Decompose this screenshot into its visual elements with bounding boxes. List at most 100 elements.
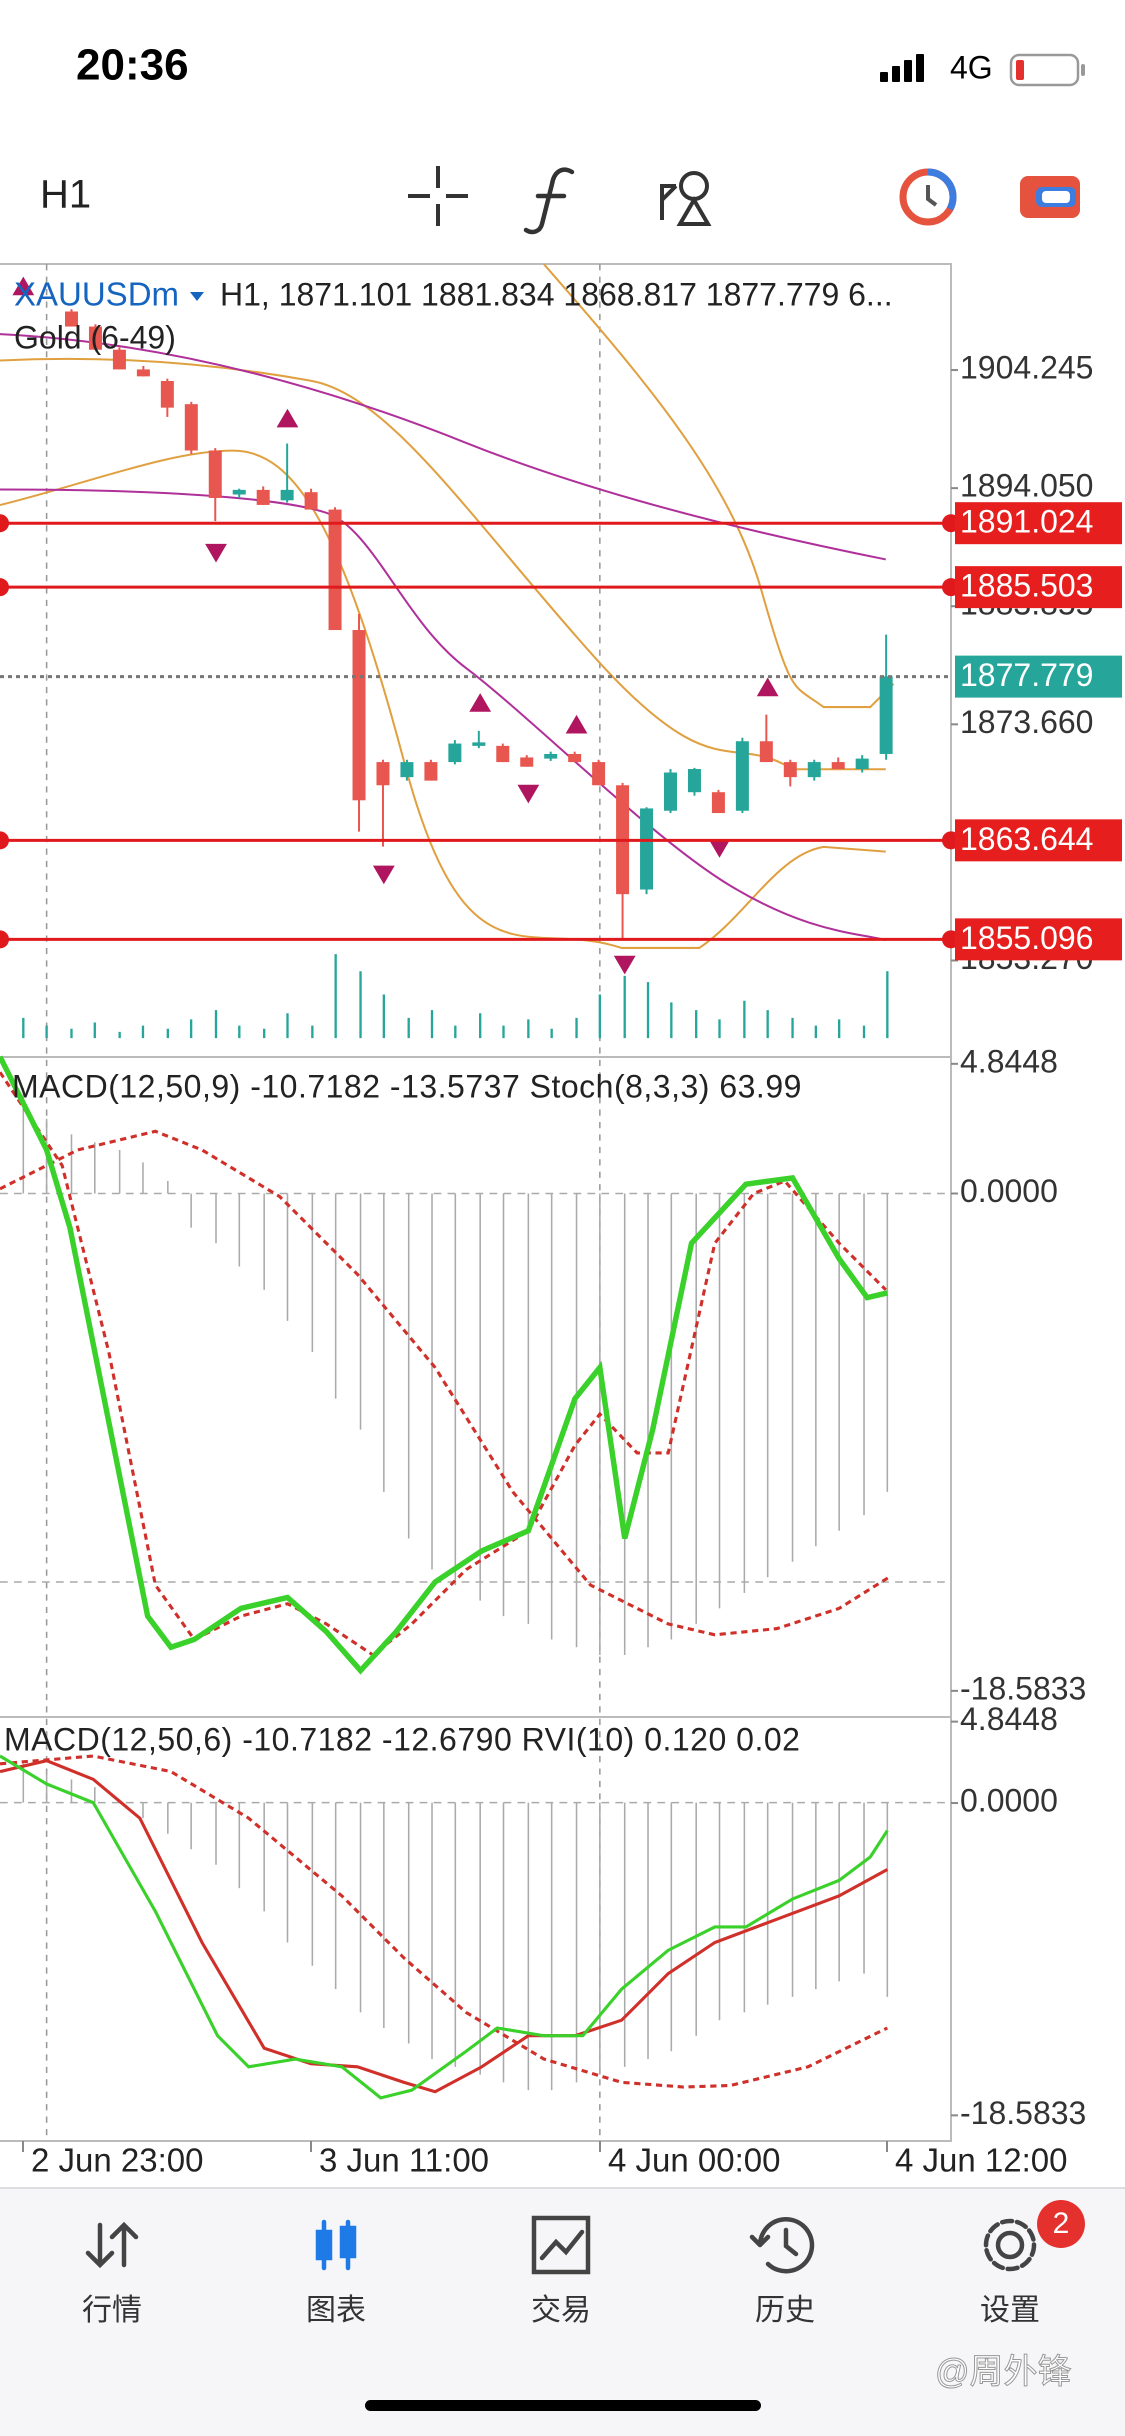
indicator-1-label: MACD(12,50,9) -10.7182 -13.5737 Stoch(8,… xyxy=(12,1068,802,1104)
ohlc-info: H1, 1871.101 1881.834 1868.817 1877.779 … xyxy=(220,276,893,312)
candle-body xyxy=(711,792,725,814)
candle-body xyxy=(783,762,797,778)
signal-line-2 xyxy=(0,1754,889,2089)
indicator-tick-label: 4.8448 xyxy=(960,1043,1058,1079)
tab-label[interactable]: 图表 xyxy=(306,2294,366,2327)
timeframe-button[interactable]: H1 xyxy=(40,173,91,217)
current-price-box xyxy=(955,655,1122,698)
candle-body xyxy=(640,808,654,890)
level-box xyxy=(955,566,1122,609)
indicator-tick-label: -18.5833 xyxy=(960,1670,1086,1706)
level-label: 1885.503 xyxy=(960,568,1093,604)
candle-body xyxy=(735,741,749,811)
tab-label[interactable]: 设置 xyxy=(980,2294,1040,2327)
candles xyxy=(65,309,893,941)
account-button[interactable] xyxy=(1020,176,1080,218)
candle-body xyxy=(855,758,869,770)
indicator-label: Gold (6-49) xyxy=(14,319,176,355)
level-handle xyxy=(0,578,9,597)
objects-button[interactable] xyxy=(660,171,712,226)
volume-bars xyxy=(22,954,889,1039)
status-time: 20:36 xyxy=(76,41,189,90)
level-box xyxy=(955,819,1122,862)
level-box xyxy=(955,918,1122,961)
watermark: @周外锋 xyxy=(935,2353,1072,2391)
tab-icons xyxy=(85,2215,1037,2275)
stoch-signal xyxy=(0,1071,887,1657)
candle-body xyxy=(376,762,390,786)
time-label: 4 Jun 00:00 xyxy=(608,2142,780,2179)
candle-body xyxy=(448,743,462,763)
rvi-signal xyxy=(0,1754,889,2100)
candle-body xyxy=(568,753,582,763)
band-lower xyxy=(0,449,886,949)
candle-body xyxy=(208,450,222,498)
histogram-1 xyxy=(22,1087,889,1656)
signal-line-1 xyxy=(0,1129,890,1637)
ma-fast xyxy=(0,488,887,942)
fractal-arrows xyxy=(12,276,779,975)
badge-count: 2 xyxy=(1053,2207,1070,2240)
candle-body xyxy=(687,769,701,793)
chart-frame xyxy=(0,263,952,2142)
theme-button[interactable] xyxy=(899,168,957,226)
session-divider xyxy=(45,264,601,2142)
axes: 1904.2451894.0501883.8551873.6601853.270… xyxy=(0,349,1122,2179)
candle-body xyxy=(328,509,342,631)
candle-body xyxy=(664,772,677,811)
time-label: 4 Jun 12:00 xyxy=(895,2142,1067,2179)
stoch-main xyxy=(0,1055,888,1675)
candle-body xyxy=(592,762,606,786)
ma-slow xyxy=(0,333,886,561)
tab-label[interactable]: 交易 xyxy=(531,2294,591,2327)
candle-body xyxy=(160,380,174,408)
candle-body xyxy=(184,404,198,451)
badge xyxy=(1037,2200,1085,2248)
price-tick-label: 1894.050 xyxy=(960,468,1093,504)
level-box xyxy=(955,502,1122,545)
symbol-label[interactable]: XAUUSDm xyxy=(14,276,179,313)
band-upper xyxy=(543,264,895,709)
candle-body xyxy=(424,762,438,781)
candle-body xyxy=(352,630,366,801)
rvi-main xyxy=(0,1759,889,2094)
time-label: 2 Jun 23:00 xyxy=(31,2142,203,2179)
indicator-tick-label: 4.8448 xyxy=(960,1701,1058,1737)
indicator-tick-label: 0.0000 xyxy=(960,1782,1058,1818)
candle-body xyxy=(136,369,150,377)
indicator-2-label: MACD(12,50,6) -10.7182 -12.6790 RVI(10) … xyxy=(4,1721,800,1757)
level-handle xyxy=(0,930,9,949)
candle-body xyxy=(232,489,246,495)
candle-body xyxy=(472,742,486,746)
tabs: 行情 图表 交易 历史 设置 xyxy=(82,2294,1040,2327)
candle-body xyxy=(759,741,773,763)
level-label: 1855.096 xyxy=(960,920,1093,956)
candle-body xyxy=(256,489,270,505)
price-tick-label: 1904.245 xyxy=(960,349,1093,385)
indicator-tick-label: 0.0000 xyxy=(960,1173,1058,1209)
tab-label[interactable]: 行情 xyxy=(82,2294,142,2327)
candle-body xyxy=(544,753,558,759)
network-label: 4G xyxy=(950,49,993,85)
candle-body xyxy=(400,762,414,778)
symbol-dropdown[interactable] xyxy=(190,292,204,301)
candle-body xyxy=(88,326,102,350)
candle-body xyxy=(280,489,294,501)
band-middle xyxy=(0,357,886,771)
time-label: 3 Jun 11:00 xyxy=(319,2142,489,2179)
indicator-tick-label: -18.5833 xyxy=(960,2095,1086,2131)
candle-body xyxy=(807,762,821,778)
signal-icon xyxy=(880,54,924,82)
battery-icon xyxy=(1009,53,1085,87)
tab-label[interactable]: 历史 xyxy=(755,2294,815,2327)
candle-body xyxy=(831,762,845,770)
crosshair-button[interactable] xyxy=(408,166,468,226)
level-label: 1863.644 xyxy=(960,821,1093,857)
level-label: 1891.024 xyxy=(960,504,1093,540)
indicator-button[interactable] xyxy=(523,167,575,235)
candle-body xyxy=(65,311,78,327)
current-price-label: 1877.779 xyxy=(960,657,1093,693)
level-handle xyxy=(0,831,9,850)
level-handle xyxy=(0,514,9,533)
